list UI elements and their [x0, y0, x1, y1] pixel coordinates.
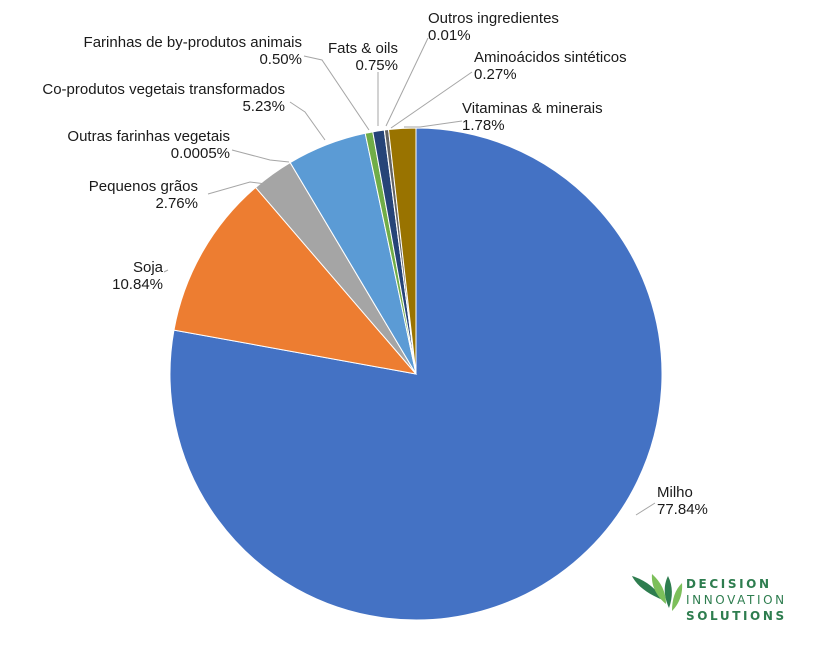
- slice-label-co-produtos-vegetais-transformados: Co-produtos vegetais transformados 5.23%: [42, 81, 285, 115]
- slice-label-value: 5.23%: [242, 98, 285, 115]
- slice-label-value: 0.27%: [474, 66, 517, 83]
- slice-label-outras-farinhas-vegetais: Outras farinhas vegetais 0.0005%: [67, 128, 230, 162]
- logo-line-3: SOLUTIONS: [686, 609, 787, 623]
- slice-label-soja: Soja 10.84%: [112, 259, 164, 293]
- slice-label-name: Pequenos grãos: [89, 178, 198, 195]
- logo-line-1: DECISION: [686, 577, 772, 591]
- slice-label-pequenos-graos: Pequenos grãos 2.76%: [89, 178, 198, 212]
- leaf-icon: [632, 574, 683, 611]
- slice-label-fats-oils: Fats & oils 0.75%: [328, 40, 398, 74]
- slice-label-value: 1.78%: [462, 117, 505, 134]
- slice-label-name: Outros ingredientes: [428, 10, 559, 27]
- leader-line-aminoacidos-sinteticos: [390, 71, 473, 129]
- slice-label-name: Fats & oils: [328, 40, 398, 57]
- slice-label-name: Co-produtos vegetais transformados: [42, 81, 285, 98]
- slice-label-outros-ingredientes: Outros ingredientes 0.01%: [428, 10, 559, 44]
- pie-slices: [169, 127, 663, 621]
- slice-label-farinhas-de-by-produtos-animais: Farinhas de by-produtos animais 0.50%: [84, 34, 302, 68]
- leader-line-milho: [635, 502, 656, 516]
- slice-label-value: 77.84%: [657, 501, 708, 518]
- slice-label-name: Vitaminas & minerais: [462, 100, 603, 117]
- logo: DECISION INNOVATION SOLUTIONS: [632, 574, 787, 623]
- slice-label-value: 0.50%: [259, 51, 302, 68]
- slice-label-vitaminas-minerais: Vitaminas & minerais 1.78%: [462, 100, 603, 134]
- slice-label-value: 0.0005%: [171, 145, 230, 162]
- leader-lines: [163, 37, 656, 516]
- slice-label-value: 2.76%: [155, 195, 198, 212]
- leader-line-outras-farinhas-vegetais: [231, 149, 290, 163]
- slice-label-value: 10.84%: [112, 276, 163, 293]
- leader-line-co-produtos-vegetais-transformados: [289, 101, 326, 141]
- pie-slice-soja: [173, 186, 418, 375]
- leader-line-farinhas-de-by-produtos-animais: [303, 55, 370, 131]
- leader-line-soja: [163, 269, 169, 273]
- slice-label-name: Farinhas de by-produtos animais: [84, 34, 302, 51]
- slice-labels: Milho 77.84% Soja 10.84% Pequenos grãos 2.76%…: [42, 10, 708, 518]
- slice-label-name: Aminoácidos sintéticos: [474, 49, 627, 66]
- slice-label-name: Soja: [133, 259, 164, 276]
- slice-label-value: 0.75%: [355, 57, 398, 74]
- pie-slice-vitaminas-minerais: [387, 127, 417, 375]
- leader-line-outros-ingredientes: [385, 37, 429, 127]
- logo-line-2: INNOVATION: [686, 593, 787, 607]
- slice-label-name: Milho: [657, 484, 693, 501]
- slice-label-value: 0.01%: [428, 27, 471, 44]
- leader-line-vitaminas-minerais: [404, 120, 463, 128]
- leader-line-pequenos-graos: [207, 181, 267, 195]
- slice-label-aminoacidos-sinteticos: Aminoácidos sintéticos 0.27%: [474, 49, 627, 83]
- slice-label-milho: Milho 77.84%: [657, 484, 708, 518]
- slice-label-name: Outras farinhas vegetais: [67, 128, 230, 145]
